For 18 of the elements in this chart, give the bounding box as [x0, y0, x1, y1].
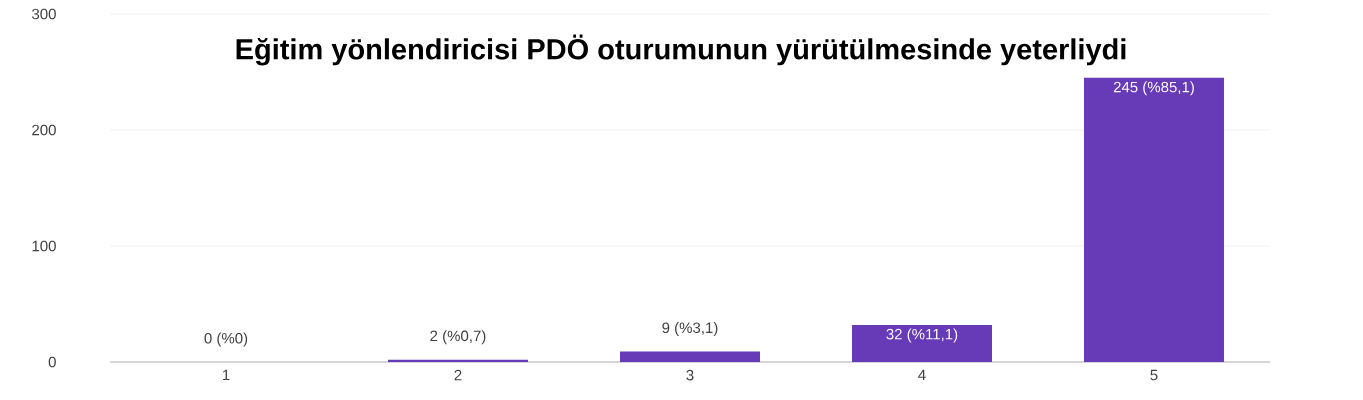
x-tick-label: 2: [454, 369, 462, 381]
data-label: 245 (%85,1): [1113, 81, 1194, 96]
x-tick-label: 4: [918, 369, 926, 381]
y-tick-label: 0: [48, 356, 56, 368]
bar: [851, 324, 992, 362]
y-tick-label: 200: [32, 124, 56, 136]
x-tick-label: 1: [222, 369, 230, 381]
bar: [620, 351, 760, 362]
y-tick-label: 300: [32, 8, 56, 20]
x-tick-label: 3: [686, 369, 694, 381]
bar: [1083, 77, 1224, 362]
data-label: 0 (%0): [204, 332, 248, 347]
text: Eğitim yönlendiricisi PDÖ oturumunun yürütülmesinde yeterliydi: [236, 34, 1126, 66]
y-tick-label: 100: [32, 240, 56, 252]
x-tick-label: 5: [1150, 369, 1158, 381]
data-label: 32 (%11,1): [886, 328, 958, 343]
data-label: 2 (%0,7): [430, 330, 486, 345]
data-label: 9 (%3,1): [662, 322, 718, 337]
